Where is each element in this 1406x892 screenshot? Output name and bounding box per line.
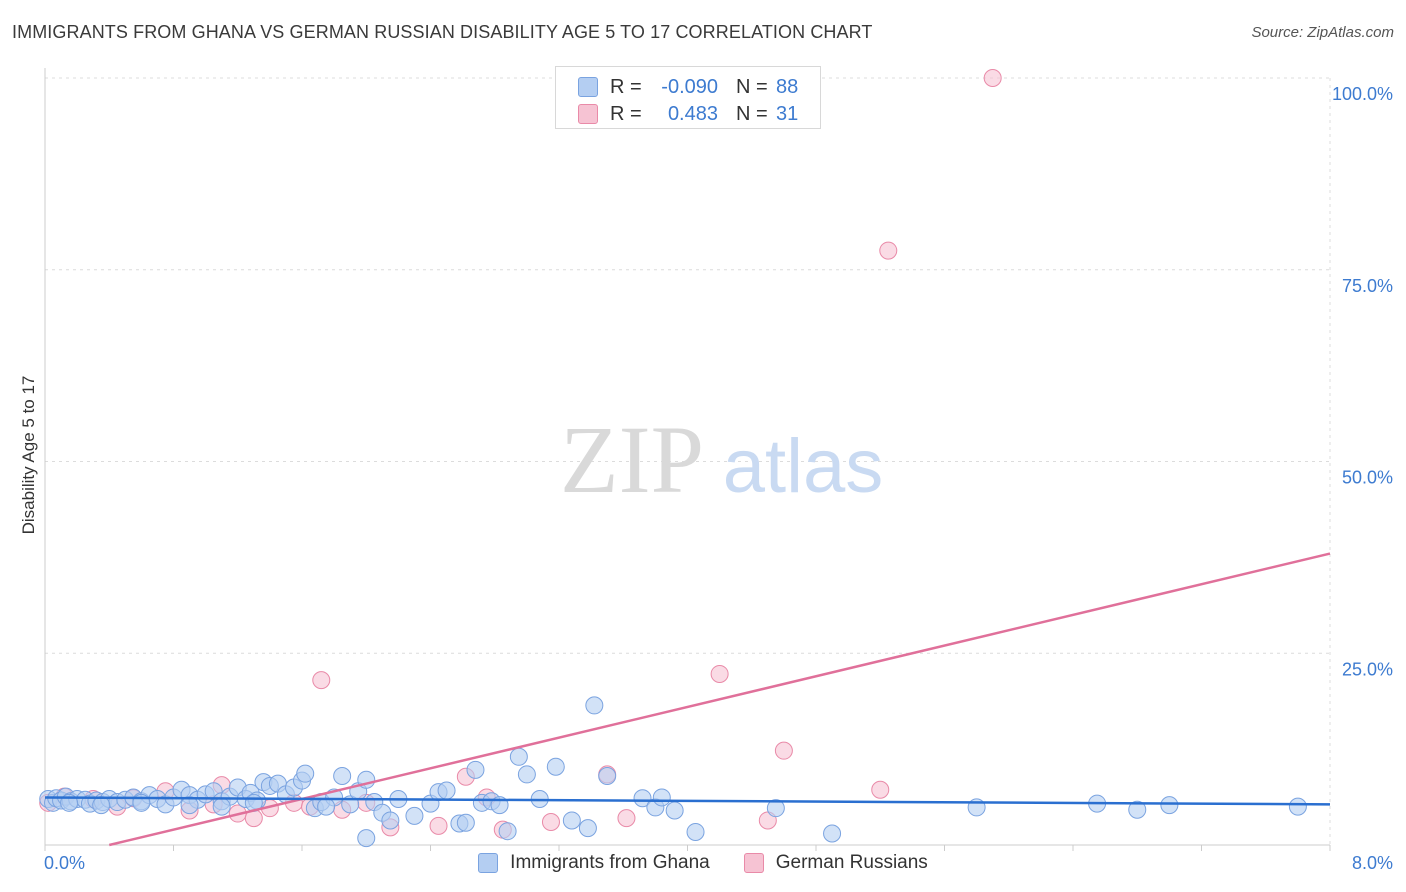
ghana-point bbox=[381, 811, 400, 830]
ghana-point bbox=[317, 797, 336, 816]
ghana-point bbox=[466, 760, 485, 779]
ghana-point bbox=[652, 788, 671, 807]
n-label: N = bbox=[736, 102, 768, 125]
y-tick-label: 100.0% bbox=[1332, 84, 1393, 104]
ghana-point bbox=[633, 789, 652, 808]
german-russian-point bbox=[879, 241, 898, 260]
ghana-point bbox=[509, 747, 528, 766]
y-tick-label: 50.0% bbox=[1342, 468, 1393, 488]
r-value: 0.483 bbox=[667, 102, 718, 125]
legend-row-german-russian: R = 0.483 N = 31 bbox=[578, 100, 816, 128]
n-value: 31 bbox=[776, 102, 799, 125]
watermark-zip: ZIP bbox=[560, 406, 704, 513]
ghana-point bbox=[562, 811, 581, 830]
german-russian-point bbox=[429, 816, 448, 835]
ghana-swatch bbox=[578, 77, 598, 97]
ghana-point bbox=[1160, 796, 1179, 815]
german-russian-point bbox=[312, 671, 331, 690]
ghana-point bbox=[766, 799, 785, 818]
legend-item-german-russian: German Russians bbox=[743, 852, 928, 874]
r-label: R = bbox=[610, 75, 642, 98]
ghana-point bbox=[546, 757, 565, 776]
german-russian-point bbox=[774, 741, 793, 760]
x-tick-label-max: 8.0% bbox=[1352, 853, 1393, 873]
watermark-atlas: atlas bbox=[723, 424, 884, 509]
german-russian-point bbox=[541, 812, 560, 831]
ghana-point bbox=[1288, 797, 1307, 816]
ghana-point bbox=[665, 801, 684, 820]
german-russian-point bbox=[983, 69, 1002, 87]
ghana-point bbox=[517, 765, 536, 784]
grid-lines bbox=[45, 77, 1331, 845]
ghana-point bbox=[180, 796, 199, 815]
ghana-point bbox=[498, 822, 517, 841]
correlation-legend: R = -0.090 N = 88 R = 0.483 N = 31 bbox=[555, 66, 821, 129]
ghana-point bbox=[357, 829, 376, 848]
german-russian-legend-swatch bbox=[743, 853, 764, 873]
n-value: 88 bbox=[776, 75, 799, 98]
y-tick-label: 25.0% bbox=[1342, 659, 1393, 679]
r-value: -0.090 bbox=[661, 75, 718, 98]
legend-item-ghana: Immigrants from Ghana bbox=[478, 852, 710, 874]
ghana-point bbox=[1128, 800, 1147, 819]
ghana-point bbox=[686, 822, 705, 841]
chart-title: IMMIGRANTS FROM GHANA VS GERMAN RUSSIAN … bbox=[12, 22, 873, 42]
ghana-point bbox=[456, 813, 475, 832]
y-axis-label: Disability Age 5 to 17 bbox=[19, 376, 38, 535]
ghana-points bbox=[39, 696, 1307, 848]
ghana-point bbox=[437, 781, 456, 800]
ghana-point bbox=[296, 764, 315, 783]
n-label: N = bbox=[736, 75, 768, 98]
ghana-legend-label: Immigrants from Ghana bbox=[510, 852, 710, 873]
german-russian-point bbox=[871, 780, 890, 799]
x-tick-label-min: 0.0% bbox=[44, 853, 85, 873]
legend-row-ghana: R = -0.090 N = 88 bbox=[578, 73, 816, 101]
ghana-point bbox=[585, 696, 604, 715]
ghana-legend-swatch bbox=[478, 853, 499, 873]
ghana-point bbox=[92, 796, 111, 815]
y-tick-label: 75.0% bbox=[1342, 276, 1393, 296]
ghana-point bbox=[405, 806, 424, 825]
trend-lines bbox=[44, 552, 1331, 847]
german-russian-legend-label: German Russians bbox=[775, 852, 928, 873]
ghana-point bbox=[578, 819, 597, 838]
ghana-point bbox=[823, 824, 842, 843]
german-russian-swatch bbox=[578, 104, 598, 124]
r-label: R = bbox=[610, 102, 642, 125]
axes bbox=[44, 68, 1331, 851]
german-russian-point bbox=[710, 664, 729, 683]
german-russian-trend-line bbox=[108, 552, 1331, 847]
tick-labels: 25.0% 50.0% 75.0% 100.0% 0.0% 8.0% bbox=[44, 84, 1393, 873]
german-russian-point bbox=[617, 809, 636, 828]
chart-source: Source: ZipAtlas.com bbox=[1251, 24, 1394, 41]
ghana-point bbox=[333, 766, 352, 785]
ghana-trend-line bbox=[44, 796, 1331, 806]
series-legend: Immigrants from Ghana German Russians bbox=[0, 852, 1406, 874]
ghana-point bbox=[212, 797, 231, 816]
ghana-point bbox=[598, 766, 617, 785]
